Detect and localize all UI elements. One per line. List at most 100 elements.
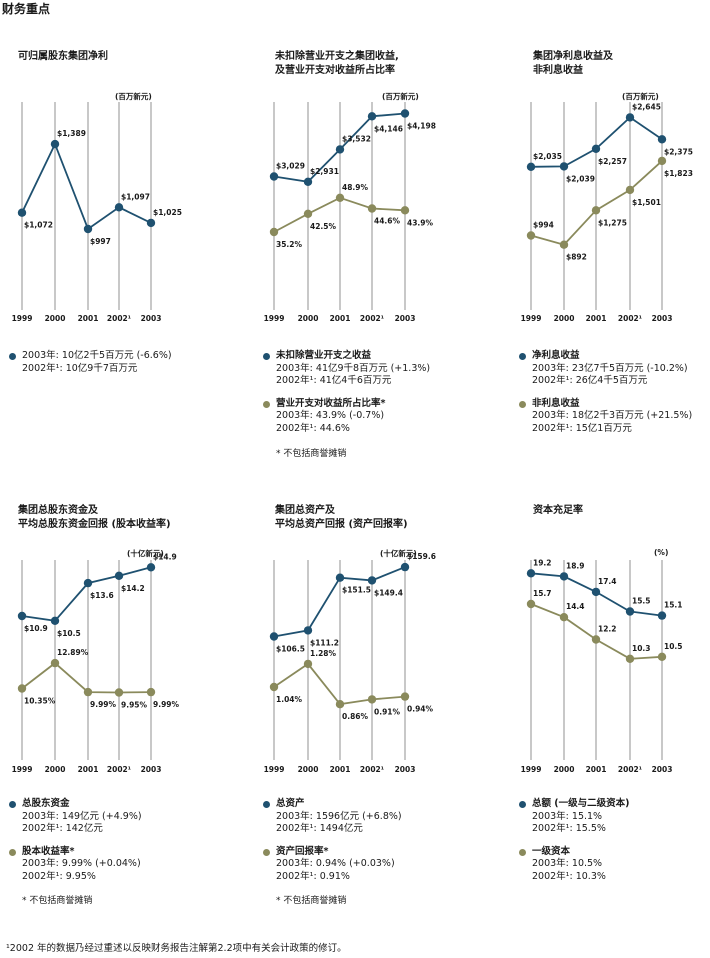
unit-label: (十亿新元) [127,549,164,558]
data-point [83,578,93,588]
year-tick-label: 2000 [45,314,66,323]
year-tick-label: 2003 [141,765,162,774]
data-label: $13.6 [90,591,114,600]
year-tick-label: 2000 [45,765,66,774]
data-label: $1,025 [153,208,182,217]
data-label: 44.6% [374,217,401,226]
legend-series-name: 非利息收益 [532,397,580,409]
footnote-asterisk: * 不包括商誉摊销 [276,896,347,906]
legend-value-row: 2003年: 15.1% [532,810,603,822]
data-label: $2,931 [310,167,339,176]
legend-dot-icon [263,400,270,408]
data-point [269,632,279,641]
data-point [269,227,279,237]
legend-entry: 一级资本 2003年: 10.5% 2002年¹: 10.3% [519,845,606,884]
data-point [114,688,124,697]
legend-dot-icon [9,848,16,856]
legend-value-row: 2002年¹: 44.6% [276,422,350,434]
panel-title: 集团总资产及 平均总资产回报 (资产回报率) [275,505,408,530]
data-label: $1,823 [664,169,693,178]
data-point [303,209,313,218]
legend-value-row: 2003年: 41亿9千8百万元 (+1.3%) [276,362,431,374]
data-label: $994 [533,221,554,230]
year-tick-label: 2000 [298,314,319,323]
data-label: $4,146 [374,124,403,133]
data-label: $1,072 [24,221,53,230]
data-label: $892 [566,253,587,262]
unit-label: (百万新元) [115,92,152,101]
data-label: 10.5 [664,642,683,651]
data-point [657,611,667,620]
data-label: 15.1 [664,601,683,610]
legend-value-row: 2002年¹: 1494亿元 [276,823,363,834]
year-tick-label: 2000 [298,765,319,774]
year-tick-label: 1999 [521,314,542,323]
data-point [526,569,536,578]
data-point [367,695,377,704]
year-tick-label: 2003 [395,765,416,774]
legend-value-row: 2003年: 1596亿元 (+6.8%) [276,810,402,822]
legend-value-row: 2002年¹: 15.5% [532,823,606,834]
data-point [114,203,124,212]
data-point [335,193,345,202]
legend-value-row: 2003年: 18亿2千3百万元 (+21.5%) [532,410,693,421]
data-point [625,654,635,663]
data-label: $2,375 [664,147,693,156]
legend-value-row: 2003年: 149亿元 (+4.9%) [22,810,142,822]
data-point [559,572,569,581]
legend-value-row: 2003年: 0.94% (+0.03%) [276,858,395,869]
legend-dot-icon [263,848,270,856]
data-point [269,172,279,181]
year-tick-label: 2002¹ [360,765,384,774]
legend-value-row: 2002年¹: 10亿9千7百万元 [22,362,138,374]
legend-value-row: 2002年¹: 142亿元 [22,823,103,834]
data-point [335,573,345,582]
year-tick-label: 2001 [78,314,99,323]
data-label: $10.5 [57,629,81,638]
data-label: 14.4 [566,602,585,611]
page-title: 财务重点 [2,2,51,16]
year-tick-label: 2001 [78,765,99,774]
legend-entry: 未扣除营业开支之收益 2003年: 41亿9千8百万元 (+1.3%) 2002年¹… [263,350,431,388]
data-label: $10.9 [24,624,48,633]
data-point [400,206,410,215]
data-label: 10.35% [24,697,56,706]
legend-value-row: 2003年: 43.9% (-0.7%) [276,410,385,421]
series-line [21,566,152,622]
data-label: $1,501 [632,198,661,207]
data-label: 18.9 [566,561,585,570]
legend-series-name: 股本收益率* [22,845,75,857]
unit-label: (十亿新元) [380,549,417,558]
legend-value-row: 2002年¹: 9.95% [22,870,96,882]
panel-title: 未扣除营业开支之集团收益, 及营业开支对收益所占比率 [275,51,399,76]
legend-value-row: 2002年¹: 26亿4千5百万元 [532,375,648,386]
year-tick-label: 2002¹ [360,314,384,323]
data-point [146,563,156,572]
data-point [303,177,313,186]
footnote: ¹2002 年的数据乃经过重述以反映财务报告注解第2.2项中有关会计政策的修订。 [6,943,347,954]
year-tick-label: 2003 [395,314,416,323]
legend-entry: 总额 (一级与二级资本) 2003年: 15.1% 2002年¹: 15.5% [519,798,630,836]
data-point [146,687,156,697]
data-label: $997 [90,237,111,246]
legend-dot-icon [519,400,526,408]
year-tick-label: 2001 [330,314,351,323]
legend-entry: 2003年: 10亿2千5百万元 (-6.6%) 2002年¹: 10亿9千7百万… [9,350,172,375]
legend-entry: 净利息收益 2003年: 23亿7千5百万元 (-10.2%) 2002年¹: 26… [519,350,688,388]
panel-title: 集团总股东资金及 平均总股东资金回报 (股本收益率) [18,505,171,530]
data-label: $151.5 [342,586,371,595]
data-label: 0.94% [407,705,434,714]
data-point [367,112,377,121]
data-point [367,204,377,213]
legend-series-name: 一级资本 [532,845,571,857]
data-point [83,224,93,234]
data-label: $149.4 [374,588,403,597]
series-line [21,661,152,694]
data-label: $111.2 [310,638,339,647]
data-label: $2,645 [632,102,661,111]
panel-title: 资本充足率 [533,505,583,516]
year-tick-label: 2002¹ [618,314,642,323]
data-point [400,692,410,701]
data-label: $1,275 [598,218,627,227]
